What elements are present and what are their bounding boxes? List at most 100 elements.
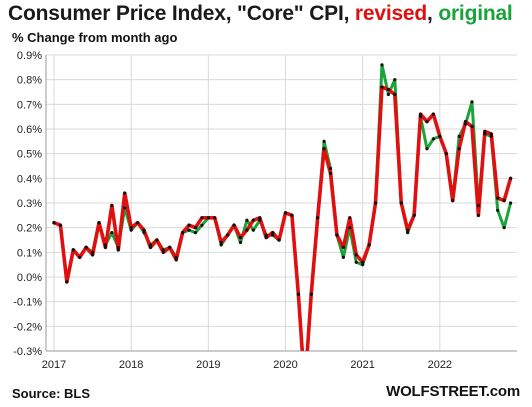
point-revised	[380, 85, 384, 89]
brand-logo-text: WOLFSTREET.com	[386, 383, 520, 400]
title-separator: ,	[427, 2, 439, 25]
source-note: Source: BLS	[12, 386, 91, 401]
point-revised	[393, 92, 397, 97]
point-original	[103, 243, 108, 247]
point-original	[245, 218, 249, 222]
point-original	[187, 228, 191, 232]
point-original	[354, 260, 358, 264]
x-tick-label: 2019	[196, 359, 220, 371]
point-original	[406, 231, 410, 235]
point-original	[483, 132, 487, 136]
series-lines	[52, 63, 513, 351]
x-tick-label: 2020	[273, 359, 297, 371]
point-original	[425, 147, 429, 151]
point-revised	[168, 245, 172, 249]
point-revised	[335, 233, 339, 237]
point-revised	[328, 171, 333, 175]
point-original	[251, 228, 255, 232]
point-revised	[155, 238, 159, 242]
point-revised	[52, 221, 56, 225]
point-revised	[129, 226, 133, 230]
series-line-revised	[52, 85, 513, 351]
point-revised	[283, 211, 288, 215]
point-revised	[348, 216, 352, 220]
point-original	[264, 233, 268, 237]
point-original	[418, 115, 423, 119]
x-tick-label: 2022	[428, 359, 452, 371]
point-original	[348, 226, 352, 230]
y-tick-label: 0.9%	[17, 50, 42, 62]
y-tick-label: 0.8%	[17, 75, 42, 87]
point-revised	[58, 223, 63, 227]
point-original	[393, 78, 397, 82]
point-revised	[238, 235, 243, 240]
point-revised	[193, 226, 198, 230]
point-revised	[451, 198, 455, 203]
point-revised	[206, 216, 210, 220]
point-revised	[277, 238, 281, 242]
point-revised	[123, 191, 127, 195]
y-tick-label: 0.3%	[17, 198, 42, 210]
point-revised	[457, 147, 461, 151]
point-original	[219, 243, 223, 247]
point-revised	[142, 228, 146, 232]
point-revised	[463, 120, 468, 124]
point-revised	[502, 198, 506, 203]
point-revised	[296, 292, 300, 296]
point-revised	[97, 221, 101, 225]
point-revised	[213, 216, 217, 220]
point-original	[116, 245, 120, 249]
point-revised	[219, 240, 223, 245]
point-original	[123, 206, 127, 210]
y-tick-label: -0.1%	[13, 297, 42, 309]
point-revised	[418, 112, 423, 116]
point-revised	[181, 231, 185, 235]
point-revised	[65, 280, 69, 284]
point-original	[341, 255, 345, 259]
point-original	[110, 231, 114, 235]
point-original	[508, 201, 513, 205]
gridlines	[46, 54, 517, 352]
point-original	[258, 218, 262, 222]
point-revised	[174, 258, 178, 262]
point-original	[431, 137, 436, 141]
point-revised	[187, 223, 191, 227]
point-revised	[425, 120, 429, 124]
y-tick-label: 0.4%	[17, 173, 42, 185]
point-revised	[412, 213, 416, 217]
point-revised	[444, 152, 448, 156]
y-tick-label: 0.7%	[17, 99, 42, 111]
y-axis-label: % Change from month ago	[12, 30, 178, 45]
point-original	[238, 240, 243, 245]
point-original	[161, 248, 165, 252]
point-original	[496, 208, 500, 212]
x-tick-label: 2017	[42, 359, 66, 371]
point-revised	[200, 216, 204, 220]
point-original	[271, 233, 275, 237]
y-tick-label: 0.5%	[17, 149, 42, 161]
axes	[45, 55, 517, 352]
point-revised	[264, 235, 268, 240]
point-revised	[316, 216, 320, 220]
point-revised	[258, 216, 262, 220]
point-original	[90, 250, 95, 254]
point-revised	[354, 253, 358, 257]
point-revised	[90, 253, 95, 257]
point-revised	[116, 248, 120, 252]
title-revised: revised	[354, 2, 428, 25]
point-revised	[438, 134, 442, 138]
y-tick-label: 0.2%	[17, 223, 42, 235]
point-original	[328, 166, 333, 171]
point-original	[129, 228, 133, 232]
point-revised	[508, 176, 513, 180]
point-original	[386, 92, 390, 97]
point-revised	[431, 112, 436, 116]
point-revised	[148, 245, 153, 249]
point-revised	[386, 87, 390, 92]
y-tick-label: 0.1%	[17, 247, 42, 259]
point-revised	[232, 223, 236, 227]
x-tick-label: 2021	[350, 359, 374, 371]
point-revised	[496, 196, 500, 200]
point-original	[463, 122, 468, 126]
y-tick-label: 0.6%	[17, 124, 42, 136]
